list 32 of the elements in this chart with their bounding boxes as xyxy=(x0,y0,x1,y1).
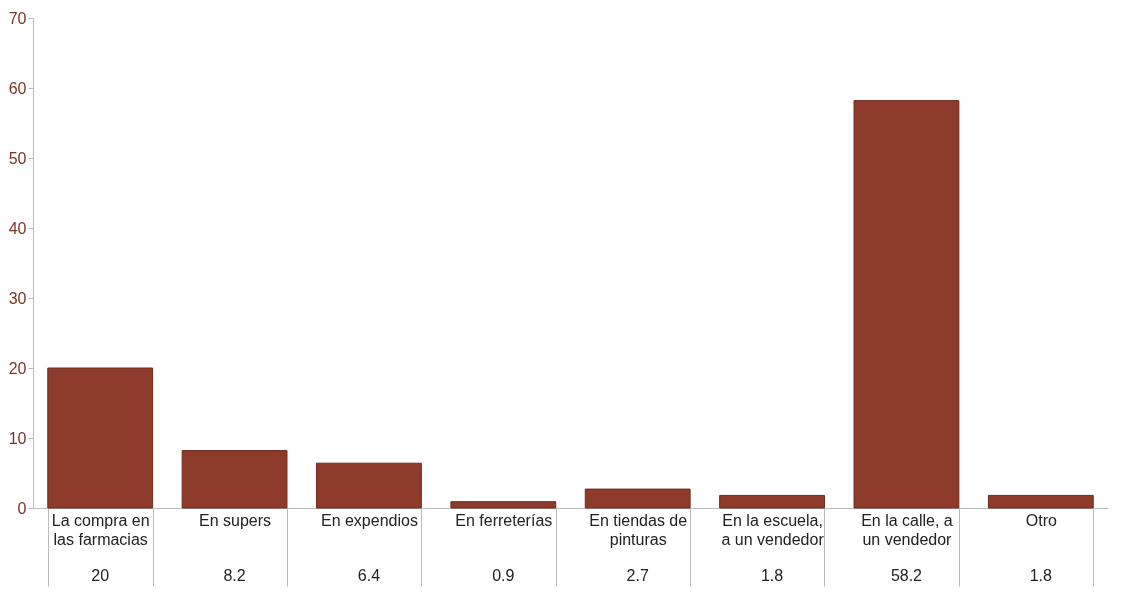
y-tick-label: 60 xyxy=(8,79,27,97)
x-tick-label: Otro xyxy=(1025,511,1057,529)
x-tick-label: En la calle, a un vendedor xyxy=(861,511,953,548)
bar xyxy=(853,100,960,509)
data-label: 0.9 xyxy=(492,567,515,584)
bar xyxy=(719,494,825,509)
bar xyxy=(316,462,422,509)
bar xyxy=(450,501,557,509)
data-label: 58.2 xyxy=(890,567,923,584)
x-tick-label: En tiendas de pinturas xyxy=(589,511,688,548)
y-tick-label: 40 xyxy=(8,219,27,237)
data-label: 6.4 xyxy=(357,567,381,584)
bar xyxy=(47,367,154,509)
data-label: 2.7 xyxy=(626,567,649,584)
y-tick-label: 50 xyxy=(8,149,27,167)
x-tick-label: En supers xyxy=(199,511,272,529)
y-tick-label: 10 xyxy=(8,429,27,447)
x-tick-label: En expendios xyxy=(320,511,418,529)
y-tick-label: 0 xyxy=(17,499,27,517)
y-tick-label: 20 xyxy=(8,359,27,377)
x-tick-label: La compra en las farmacias xyxy=(51,511,150,548)
data-label: 1.8 xyxy=(1029,567,1053,584)
bar xyxy=(987,494,1094,509)
bar xyxy=(584,488,691,509)
bar xyxy=(181,450,288,509)
x-tick-label: En la escuela, a un vendedor xyxy=(721,511,825,548)
x-tick-label: En ferreterías xyxy=(455,511,553,529)
data-label: 8.2 xyxy=(223,567,246,584)
y-tick-label: 30 xyxy=(8,289,27,307)
data-label: 20 xyxy=(91,567,110,584)
y-tick-label: 70 xyxy=(8,9,27,27)
data-label: 1.8 xyxy=(760,567,784,584)
